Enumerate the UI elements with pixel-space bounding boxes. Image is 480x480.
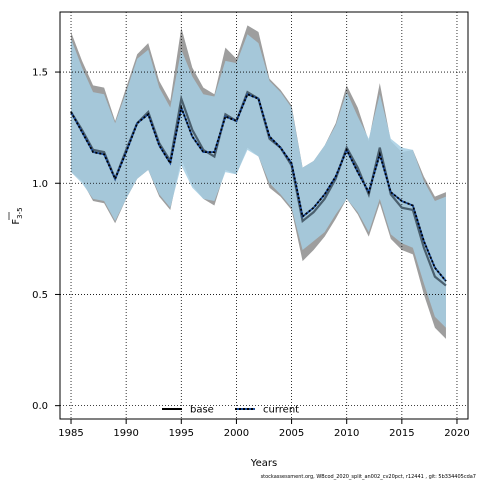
y-tick-label: 0.0 [32, 401, 48, 412]
legend-label-base: base [190, 405, 214, 416]
y-tick-label: 1.0 [32, 179, 48, 190]
axes: 1985 1990 1995 2000 2005 2010 2015 2020 0.0 0.5 1.… [32, 11, 470, 439]
gridlines [60, 12, 468, 419]
x-axis-title: Years [250, 458, 277, 469]
legend-label-current: current [263, 405, 299, 416]
x-tick-label: 1985 [58, 428, 83, 439]
svg-text:F3-5: F3-5 [11, 207, 24, 224]
x-tick-label: 2000 [224, 428, 249, 439]
series-lines [70, 90, 447, 287]
band-current [71, 34, 446, 328]
x-tick-label: 2005 [279, 428, 304, 439]
axis-titles: Years F3-5 [8, 207, 277, 469]
y-axis-title-main: F [11, 219, 22, 225]
x-tick-label: 2015 [389, 428, 414, 439]
footer-credit: stockassessment.org, WBcod_2020_split_an… [261, 474, 476, 480]
x-tick-label: 1990 [113, 428, 138, 439]
line-current-dots [70, 93, 447, 282]
y-axis-title: F3-5 [8, 207, 24, 225]
x-tick-label: 2020 [444, 428, 469, 439]
x-tick-label: 2010 [334, 428, 359, 439]
x-tick-label: 1995 [169, 428, 194, 439]
y-tick-label: 1.5 [32, 68, 48, 79]
plot-frame [59, 11, 469, 420]
y-axis-title-subscript: 3-5 [16, 207, 24, 218]
confidence-bands [71, 25, 446, 339]
y-tick-label: 0.5 [32, 290, 48, 301]
legend: base current [162, 405, 299, 416]
